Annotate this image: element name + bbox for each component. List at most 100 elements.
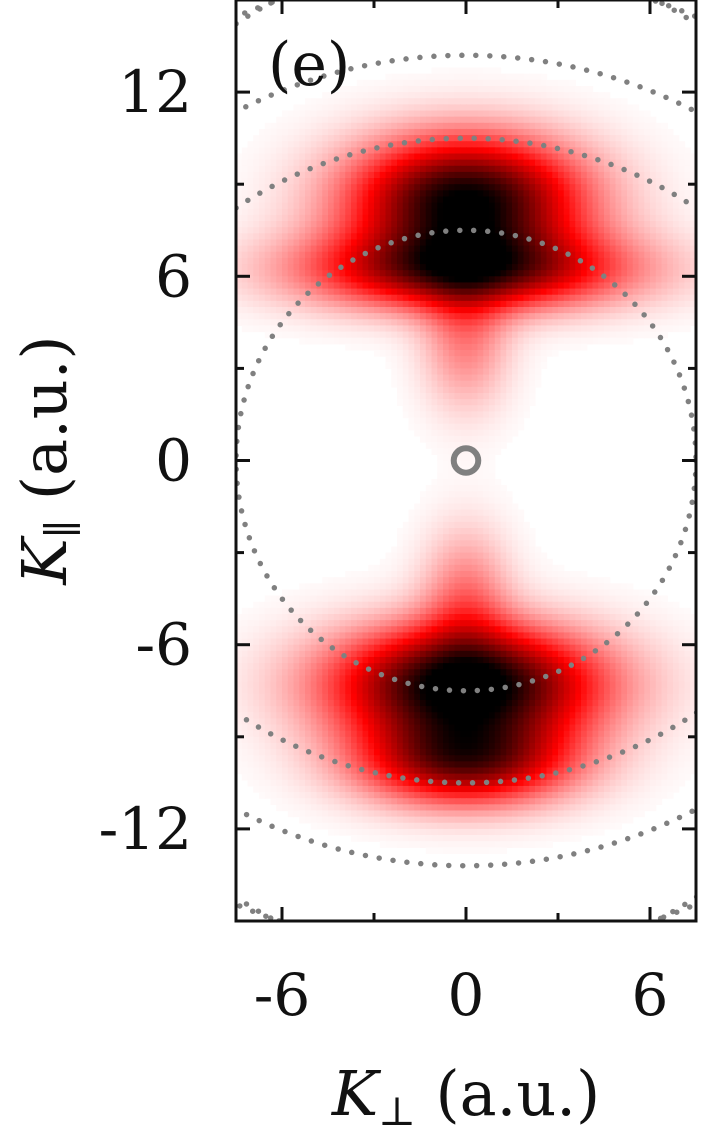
heatmap-cell bbox=[489, 521, 496, 529]
heatmap-cell bbox=[379, 239, 387, 247]
heatmap-cell bbox=[339, 233, 346, 241]
heatmap-cell bbox=[425, 632, 433, 640]
heatmap-cell bbox=[586, 251, 594, 259]
heatmap-cell bbox=[506, 515, 513, 523]
heatmap-cell bbox=[408, 399, 415, 406]
heatmap-cell bbox=[529, 571, 536, 578]
heatmap-cell bbox=[569, 196, 576, 204]
heatmap-cell bbox=[247, 141, 254, 148]
heatmap-cell bbox=[368, 184, 375, 191]
heatmap-cell bbox=[253, 202, 260, 210]
heatmap-cell bbox=[379, 214, 387, 222]
heatmap-cell bbox=[540, 362, 548, 369]
heatmap-cell bbox=[454, 521, 461, 529]
heatmap-cell bbox=[437, 442, 444, 449]
heatmap-cell bbox=[523, 650, 530, 658]
heatmap-cell bbox=[397, 147, 404, 155]
heatmap-cell bbox=[512, 503, 519, 511]
heatmap-cell bbox=[506, 122, 513, 130]
heatmap-cell bbox=[385, 196, 392, 204]
heatmap-cell bbox=[535, 159, 542, 167]
heatmap-cell bbox=[385, 147, 392, 155]
heatmap-cell bbox=[425, 442, 433, 449]
heatmap-cell bbox=[259, 153, 266, 161]
heatmap-cell bbox=[494, 165, 502, 173]
heatmap-cell bbox=[627, 319, 634, 327]
heatmap-cell bbox=[425, 528, 433, 535]
heatmap-cell bbox=[448, 392, 456, 400]
heatmap-cell bbox=[287, 300, 295, 308]
heatmap-cell bbox=[356, 313, 364, 320]
heatmap-cell bbox=[644, 190, 651, 198]
heatmap-cell bbox=[609, 251, 617, 259]
heatmap-cell bbox=[454, 405, 461, 412]
heatmap-cell bbox=[621, 300, 628, 308]
heatmap-cell bbox=[517, 85, 525, 93]
heatmap-cell bbox=[253, 288, 260, 296]
heatmap-cell bbox=[471, 159, 479, 167]
heatmap-cell bbox=[270, 270, 277, 277]
heatmap-cell bbox=[460, 614, 467, 621]
heatmap-cell bbox=[420, 405, 427, 412]
heatmap-cell bbox=[563, 128, 571, 136]
heatmap-cell bbox=[500, 122, 507, 130]
heatmap-cell bbox=[351, 141, 358, 148]
heatmap-cell bbox=[333, 147, 341, 155]
heatmap-cell bbox=[500, 601, 507, 609]
heatmap-cell bbox=[517, 607, 525, 615]
heatmap-cell bbox=[425, 577, 433, 584]
heatmap-cell bbox=[684, 620, 691, 627]
heatmap-cell bbox=[598, 98, 605, 105]
heatmap-cell bbox=[604, 319, 611, 327]
heatmap-cell bbox=[586, 601, 594, 609]
heatmap-cell bbox=[460, 386, 467, 394]
heatmap-cell bbox=[569, 343, 576, 351]
heatmap-cell bbox=[356, 264, 364, 271]
heatmap-cell bbox=[270, 307, 277, 314]
heatmap-cell bbox=[684, 282, 691, 290]
heatmap-cell bbox=[299, 153, 306, 161]
heatmap-cell bbox=[506, 239, 513, 247]
heatmap-cell bbox=[604, 337, 611, 345]
heatmap-cell bbox=[506, 343, 513, 351]
heatmap-cell bbox=[391, 178, 398, 185]
heatmap-cell bbox=[408, 270, 415, 277]
heatmap-cell bbox=[546, 221, 553, 228]
heatmap-cell bbox=[362, 221, 369, 228]
heatmap-cell bbox=[523, 288, 530, 296]
heatmap-cell bbox=[397, 614, 404, 621]
heatmap-cell bbox=[477, 331, 484, 339]
heatmap-cell bbox=[517, 153, 525, 161]
heatmap-cell bbox=[529, 601, 536, 609]
heatmap-cell bbox=[575, 245, 582, 253]
heatmap-cell bbox=[431, 589, 438, 597]
heatmap-cell bbox=[477, 343, 484, 351]
heatmap-cell bbox=[500, 485, 507, 492]
heatmap-cell bbox=[661, 147, 668, 155]
heatmap-cell bbox=[586, 632, 594, 640]
heatmap-cell bbox=[397, 153, 404, 161]
heatmap-cell bbox=[270, 178, 277, 185]
heatmap-cell bbox=[506, 270, 513, 277]
heatmap-cell bbox=[621, 227, 628, 234]
heatmap-cell bbox=[483, 644, 490, 652]
heatmap-cell bbox=[500, 497, 507, 505]
heatmap-cell bbox=[563, 282, 571, 290]
heatmap-cell bbox=[552, 614, 559, 621]
heatmap-cell bbox=[483, 528, 490, 535]
heatmap-cell bbox=[615, 171, 622, 179]
heatmap-cell bbox=[546, 626, 553, 634]
heatmap-cell bbox=[333, 239, 341, 247]
heatmap-cell bbox=[661, 135, 668, 142]
heatmap-cell bbox=[627, 239, 634, 247]
heatmap-cell bbox=[615, 270, 622, 277]
heatmap-cell bbox=[604, 221, 611, 228]
heatmap-cell bbox=[627, 276, 634, 284]
heatmap-cell bbox=[500, 595, 507, 603]
heatmap-cell bbox=[276, 325, 283, 333]
heatmap-cell bbox=[650, 307, 657, 314]
heatmap-cell bbox=[368, 270, 375, 277]
heatmap-cell bbox=[356, 214, 364, 222]
heatmap-cell bbox=[471, 429, 479, 437]
heatmap-cell bbox=[420, 362, 427, 369]
